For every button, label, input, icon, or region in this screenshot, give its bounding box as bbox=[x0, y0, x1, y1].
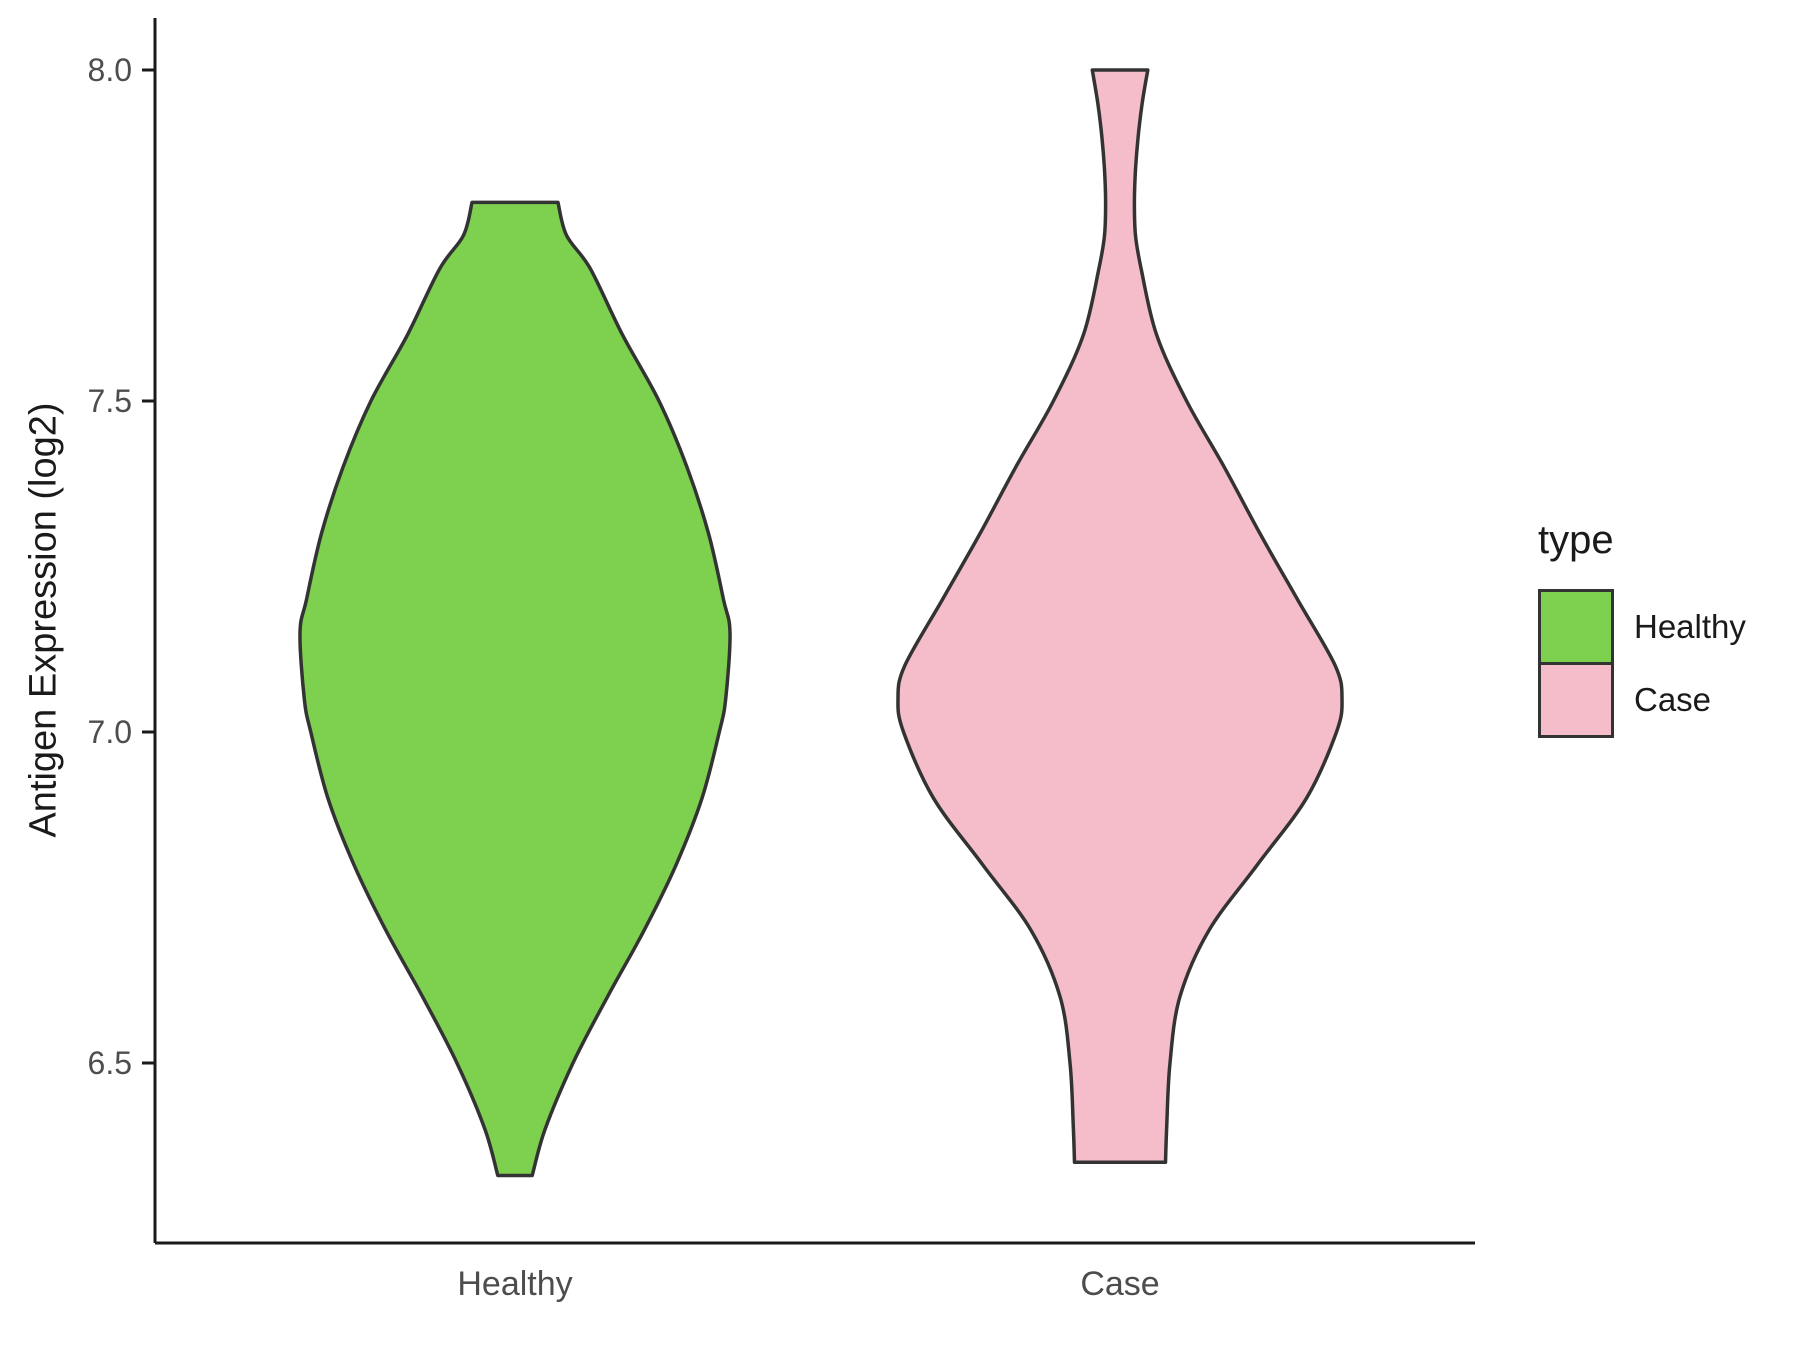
y-axis-title: Antigen Expression (log2) bbox=[22, 402, 65, 838]
y-tick-label: 6.5 bbox=[88, 1045, 132, 1081]
legend-title: type bbox=[1538, 518, 1614, 562]
violin-healthy bbox=[298, 200, 732, 1178]
legend-swatch-healthy-icon bbox=[1538, 589, 1614, 665]
legend-item-case: Case bbox=[1538, 662, 1746, 738]
y-tick-label: 8.0 bbox=[88, 52, 132, 88]
x-tick-label-case: Case bbox=[1080, 1265, 1159, 1303]
x-tick-label-healthy: Healthy bbox=[457, 1265, 572, 1303]
legend-label-healthy: Healthy bbox=[1634, 608, 1746, 645]
y-tick-label: 7.5 bbox=[88, 383, 132, 419]
legend-item-healthy: Healthy bbox=[1538, 589, 1746, 665]
legend-swatch-case-icon bbox=[1538, 662, 1614, 738]
violin-case bbox=[896, 68, 1344, 1165]
legend: type Healthy Case bbox=[1538, 518, 1746, 738]
y-tick-label: 7.0 bbox=[88, 714, 132, 750]
legend-label-case: Case bbox=[1634, 681, 1712, 718]
